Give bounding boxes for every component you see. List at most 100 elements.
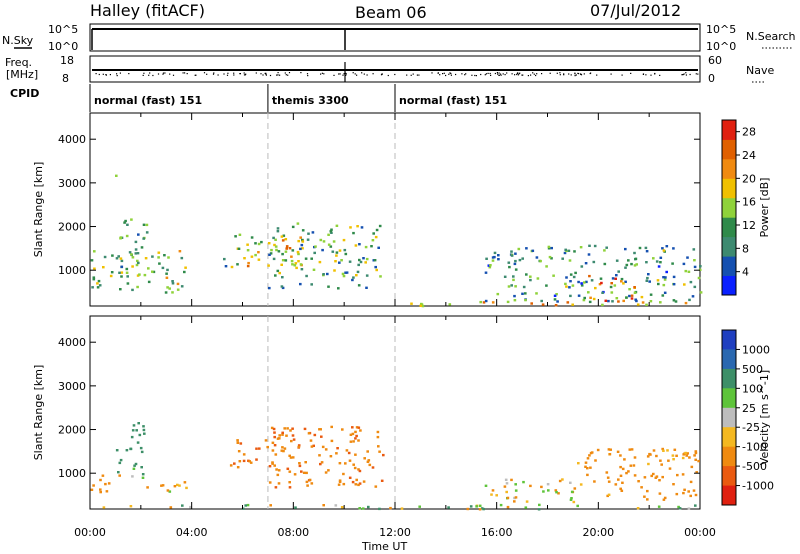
data-cell (119, 236, 123, 239)
data-cell (620, 489, 624, 492)
data-cell (146, 486, 149, 489)
colorbar-tick-label: -500 (742, 460, 767, 473)
data-cell (284, 250, 288, 253)
nave-point (484, 74, 486, 76)
data-cell (659, 261, 662, 264)
data-cell (694, 504, 697, 507)
data-cell (137, 261, 140, 265)
data-cell (308, 478, 312, 482)
data-cell (420, 302, 423, 306)
data-cell (621, 467, 625, 471)
data-cell (299, 282, 302, 286)
colorbar-tick-label: 8 (742, 242, 749, 255)
data-cell (604, 299, 608, 302)
data-cell (479, 300, 482, 304)
data-cell (491, 256, 495, 259)
nave-point (443, 72, 445, 74)
nave-point (342, 74, 344, 76)
data-cell (610, 282, 613, 285)
data-cell (620, 280, 623, 283)
data-cell (487, 264, 491, 267)
nave-point (485, 73, 487, 75)
nave-point (449, 72, 451, 74)
data-cell (607, 493, 611, 496)
nave-point (642, 73, 645, 75)
nave-point (157, 73, 160, 75)
data-cell (239, 442, 243, 445)
data-cell (178, 250, 182, 253)
data-cell (525, 500, 529, 503)
data-cell (539, 259, 542, 263)
nave-point (683, 73, 685, 75)
data-cell (341, 272, 345, 276)
data-cell (506, 496, 510, 500)
data-cell (134, 252, 138, 255)
data-cell (367, 459, 371, 462)
power-panel: 1000 2000 3000 4000 Slant Range [km] (32, 112, 703, 308)
data-cell (104, 482, 107, 486)
data-cell (322, 273, 325, 276)
data-cell (345, 271, 349, 274)
data-cell (338, 249, 342, 252)
data-cell (348, 476, 352, 479)
data-cell (274, 486, 278, 489)
data-cell (247, 261, 250, 265)
data-cell (338, 479, 342, 482)
data-cell (628, 448, 632, 451)
data-cell (318, 454, 321, 457)
nave-point (578, 73, 580, 75)
nave-point (321, 72, 323, 74)
data-cell (270, 426, 274, 430)
data-cell (625, 296, 628, 299)
data-cell (285, 245, 289, 248)
data-cell (636, 303, 640, 306)
data-cell (378, 450, 381, 453)
data-cell (234, 235, 237, 238)
data-cell (138, 433, 142, 437)
data-cell (128, 251, 132, 254)
nave-point (212, 73, 215, 75)
data-cell (96, 286, 100, 289)
data-cell (524, 298, 527, 302)
data-cell (366, 460, 370, 463)
data-cell (699, 265, 702, 268)
data-cell (649, 453, 652, 456)
data-cell (633, 251, 636, 255)
data-cell (665, 245, 669, 248)
data-cell (419, 304, 422, 307)
nave-point (556, 72, 558, 74)
data-cell (322, 504, 325, 507)
data-cell (522, 285, 526, 289)
data-cell (547, 247, 551, 250)
data-cell (290, 259, 294, 263)
nave-point (116, 75, 118, 77)
nave-point (380, 74, 383, 76)
data-cell (355, 478, 358, 482)
data-cell (684, 451, 687, 455)
data-cell (236, 439, 239, 442)
data-cell (257, 242, 261, 246)
data-cell (342, 238, 346, 242)
data-cell (655, 475, 659, 478)
data-cell (568, 259, 572, 262)
data-cell (667, 459, 670, 462)
data-cell (157, 251, 161, 254)
colorbar-tick-label: 24 (742, 149, 756, 162)
data-cell (675, 492, 679, 496)
data-cell (652, 257, 655, 260)
data-cell (241, 507, 245, 510)
nave-point (320, 73, 322, 75)
data-cell (110, 271, 114, 274)
data-cell (601, 303, 604, 307)
data-cell (358, 507, 361, 510)
data-cell (621, 481, 624, 484)
data-cell (137, 233, 140, 236)
data-cell (130, 218, 133, 221)
nsky-strip: N.Sky 10^5 10^0 10^5 10^0 N.Search (2, 23, 796, 53)
nsearch-tick-bottom: 10^0 (706, 40, 736, 53)
data-cell (305, 471, 308, 475)
data-cell (255, 458, 258, 461)
data-cell (373, 259, 377, 262)
data-cell (354, 437, 357, 440)
data-cell (342, 482, 346, 486)
